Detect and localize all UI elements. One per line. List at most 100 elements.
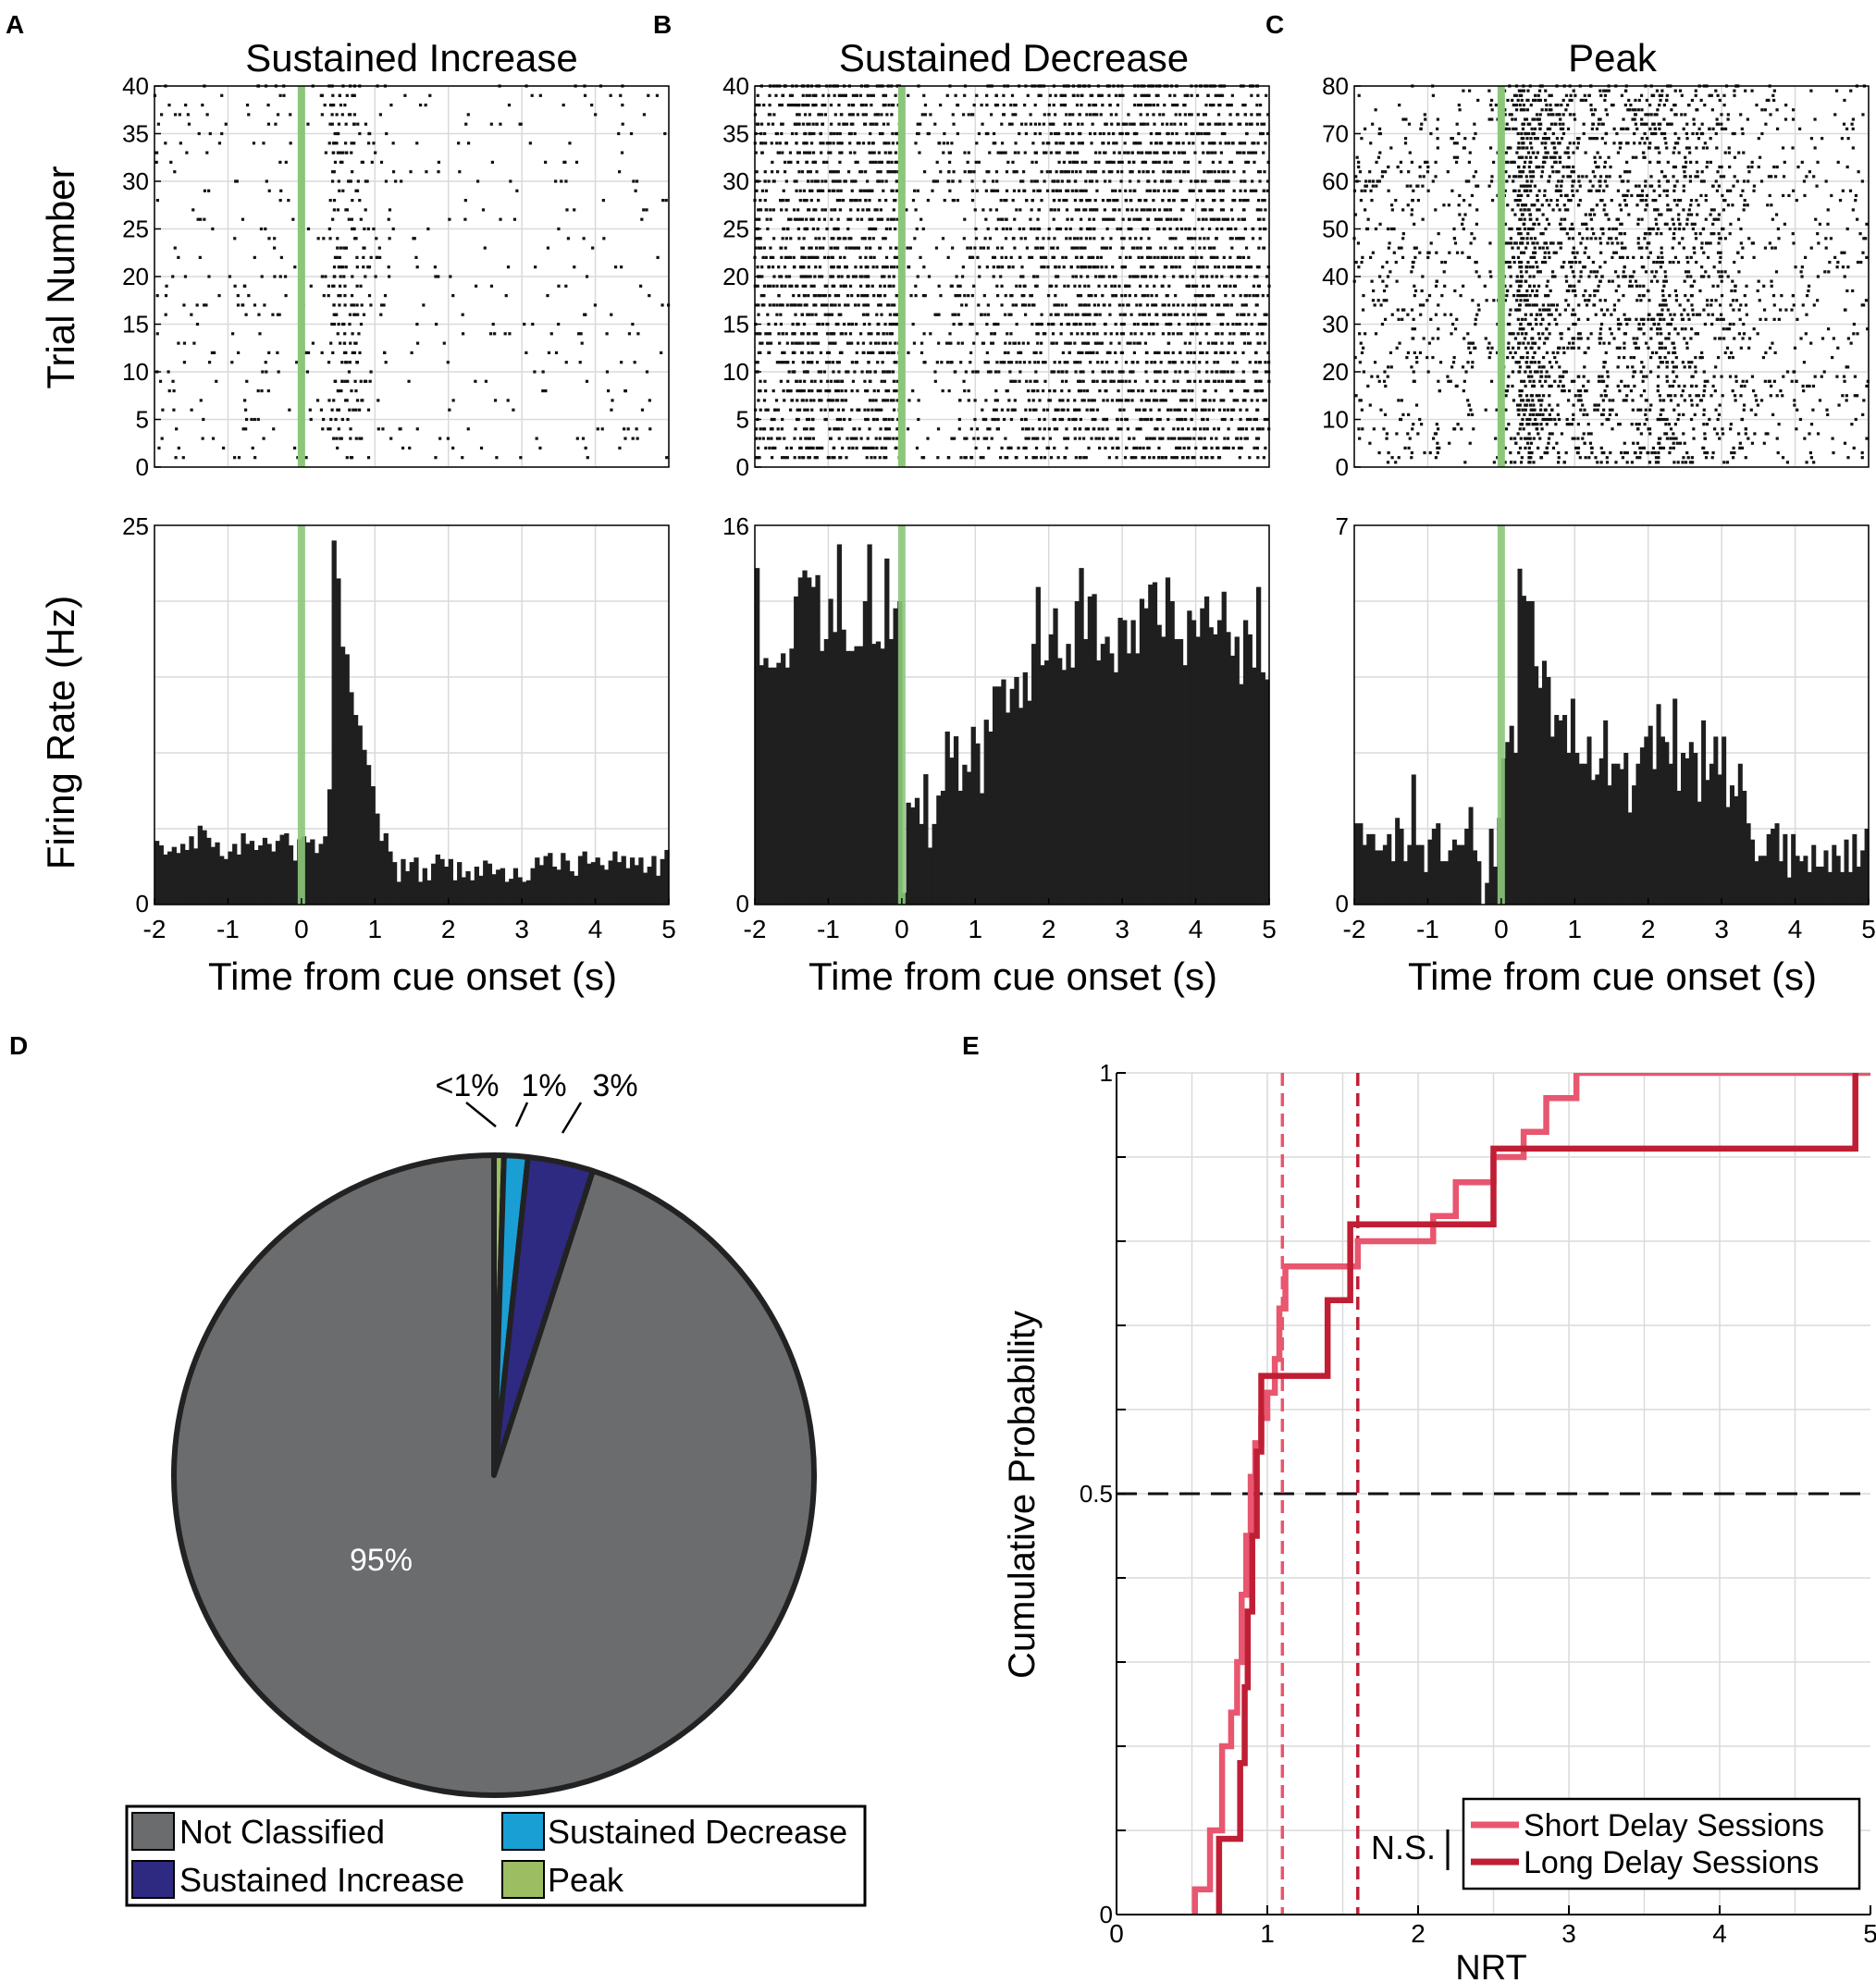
raster-spike <box>762 104 766 107</box>
raster-spike <box>784 208 788 212</box>
raster-y-tick-label: 25 <box>722 216 749 243</box>
raster-spike <box>258 332 262 336</box>
raster-spike <box>263 303 266 307</box>
raster-spike <box>817 294 821 298</box>
raster-spike <box>895 399 899 402</box>
raster-spike <box>1024 446 1028 450</box>
raster-spike <box>871 265 875 269</box>
raster-spike <box>783 456 787 460</box>
raster-spike <box>491 322 495 326</box>
raster-spike <box>1521 408 1524 412</box>
raster-spike <box>1243 189 1247 192</box>
raster-spike <box>1238 265 1241 269</box>
raster-spike <box>1135 303 1139 307</box>
raster-spike <box>350 217 353 221</box>
raster-spike <box>821 160 826 164</box>
raster-spike <box>344 351 348 354</box>
raster-spike <box>1215 275 1218 278</box>
raster-spike <box>871 351 875 354</box>
raster-spike <box>363 246 366 250</box>
raster-spike <box>256 389 260 393</box>
raster-spike <box>999 275 1003 278</box>
raster-spike <box>1004 255 1008 259</box>
raster-spike <box>1242 179 1246 183</box>
raster-spike <box>1210 437 1214 440</box>
raster-spike <box>1145 437 1149 440</box>
raster-spike <box>1001 227 1006 231</box>
raster-spike <box>1015 170 1018 174</box>
raster-spike <box>1088 104 1092 107</box>
raster-spike <box>1039 255 1043 259</box>
raster-spike <box>1203 179 1207 183</box>
raster-spike <box>278 160 282 164</box>
raster-spike <box>1545 446 1549 450</box>
raster-spike <box>812 104 816 107</box>
raster-spike <box>1730 450 1734 455</box>
raster-spike <box>583 93 587 97</box>
raster-spike <box>531 322 535 326</box>
raster-spike <box>155 294 159 298</box>
raster-spike <box>882 370 886 374</box>
raster-spike <box>828 361 832 364</box>
raster-spike <box>1065 446 1068 450</box>
raster-spike <box>557 284 561 288</box>
raster-spike <box>1238 456 1241 460</box>
raster-spike <box>1068 160 1072 164</box>
raster-spike <box>1073 399 1077 402</box>
raster-spike <box>1540 427 1544 431</box>
raster-spike <box>891 417 895 422</box>
raster-spike <box>1197 217 1201 221</box>
raster-spike <box>758 217 761 221</box>
raster-spike <box>870 122 875 126</box>
raster-spike <box>1027 437 1031 440</box>
raster-spike <box>1777 423 1781 426</box>
raster-spike <box>883 265 887 269</box>
raster-spike <box>1031 275 1036 278</box>
raster-spike <box>1843 441 1847 445</box>
raster-spike <box>754 332 759 336</box>
raster-spike <box>831 361 835 364</box>
raster-spike <box>963 389 967 393</box>
raster-spike <box>1004 237 1008 240</box>
raster-spike <box>1038 427 1042 431</box>
raster-spike <box>333 379 337 383</box>
raster-spike <box>1766 432 1770 436</box>
raster-spike <box>863 446 867 450</box>
raster-spike <box>245 379 249 383</box>
raster-spike <box>594 113 598 117</box>
raster-spike <box>1548 413 1552 416</box>
raster-spike <box>1009 379 1013 383</box>
raster-spike <box>1087 255 1091 259</box>
raster-spike <box>1201 399 1204 402</box>
raster-spike <box>852 179 856 183</box>
raster-spike <box>967 399 970 402</box>
raster-spike <box>1521 417 1524 422</box>
raster-spike <box>759 237 762 240</box>
raster-spike <box>1079 456 1082 460</box>
raster-spike <box>365 179 369 183</box>
raster-spike <box>809 217 813 221</box>
raster-spike <box>1127 389 1130 393</box>
raster-spike <box>1258 361 1262 364</box>
raster-spike <box>821 142 825 145</box>
raster-spike <box>1079 389 1083 393</box>
raster-spike <box>1190 417 1193 422</box>
raster-spike <box>1174 113 1178 117</box>
raster-spike <box>1036 189 1040 192</box>
raster-spike <box>952 199 957 203</box>
raster-spike <box>1073 284 1077 288</box>
raster-spike <box>800 217 805 221</box>
raster-spike <box>864 417 868 422</box>
raster-spike <box>1545 417 1549 422</box>
raster-spike <box>584 446 587 450</box>
raster-spike <box>1140 151 1143 154</box>
raster-spike <box>1191 142 1195 145</box>
raster-spike <box>833 341 837 345</box>
raster-spike <box>778 104 782 107</box>
raster-spike <box>336 332 339 336</box>
raster-spike <box>1084 427 1088 431</box>
raster-spike <box>996 417 1000 422</box>
raster-spike <box>1120 131 1124 136</box>
raster-spike <box>1230 408 1234 412</box>
